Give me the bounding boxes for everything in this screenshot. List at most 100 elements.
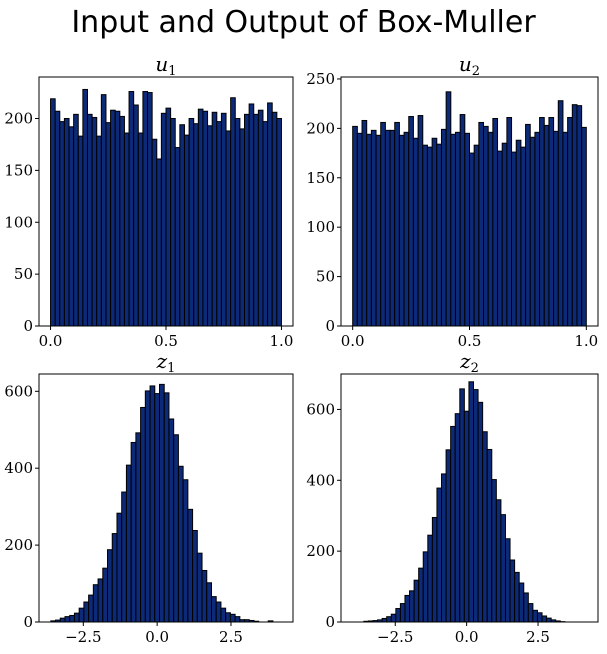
histogram-bar bbox=[193, 123, 199, 327]
histogram-bar bbox=[501, 142, 508, 327]
histogram-bar bbox=[412, 137, 419, 327]
histogram-bar bbox=[105, 122, 112, 327]
histogram-bar bbox=[431, 516, 438, 623]
histogram-bar bbox=[210, 596, 217, 623]
y-tick-label: 0 bbox=[325, 613, 335, 631]
histogram-bar bbox=[271, 111, 278, 327]
histogram-bar bbox=[520, 146, 527, 327]
histogram-bar bbox=[77, 135, 84, 327]
histogram-bar bbox=[201, 569, 208, 623]
histogram-bar bbox=[97, 578, 104, 623]
histogram-bar bbox=[515, 139, 522, 327]
histogram-bar bbox=[248, 103, 255, 327]
histogram-bar bbox=[536, 612, 543, 623]
histogram-bar bbox=[133, 104, 139, 327]
histogram-bar bbox=[478, 121, 485, 327]
y-tick-label: 600 bbox=[306, 400, 335, 418]
histogram-bar bbox=[473, 144, 480, 327]
histogram-bar bbox=[509, 559, 516, 623]
histogram-bar bbox=[463, 410, 470, 623]
y-tick-label: 600 bbox=[4, 382, 33, 400]
figure-title: Input and Output of Box-Muller bbox=[71, 5, 536, 40]
subplot-title: u1 bbox=[155, 52, 176, 79]
histogram-bar bbox=[206, 582, 212, 623]
histogram-bar bbox=[92, 584, 99, 623]
histogram-bar bbox=[418, 567, 424, 623]
histogram-bar bbox=[441, 473, 447, 623]
histogram-bar bbox=[220, 112, 227, 327]
x-tick-label: 0.0 bbox=[341, 332, 365, 350]
histogram-bar bbox=[128, 91, 135, 327]
subplot-title: z1 bbox=[156, 349, 176, 376]
histogram-bar bbox=[459, 114, 466, 327]
subplot-grid: 0.0 0.5 1.0 0 50 100 150 200 u1 0.0 0.5 1.0 0 50 100 15… bbox=[4, 52, 599, 646]
histogram-bar bbox=[506, 117, 513, 327]
y-tick-label: 400 bbox=[306, 471, 335, 489]
histogram-bar bbox=[267, 102, 273, 327]
histogram-bar bbox=[408, 116, 414, 327]
histogram-bar bbox=[165, 107, 172, 327]
x-tick-label: 1.0 bbox=[574, 332, 598, 350]
histogram-bar bbox=[215, 601, 222, 623]
histogram-bar bbox=[525, 123, 531, 327]
histogram-bar bbox=[491, 479, 497, 623]
histogram-bar bbox=[160, 112, 167, 327]
histogram-bar bbox=[511, 151, 517, 327]
histogram-bar bbox=[370, 129, 377, 327]
histogram-bar bbox=[188, 118, 195, 327]
histogram-bar bbox=[356, 132, 363, 327]
histogram-bar bbox=[63, 118, 70, 327]
x-tick-label: −2.5 bbox=[65, 628, 101, 646]
histogram-bar bbox=[262, 121, 269, 327]
histogram-bar bbox=[486, 448, 493, 623]
histogram-bar bbox=[422, 144, 428, 327]
y-tick-label: 200 bbox=[4, 536, 33, 554]
histogram-bar bbox=[59, 121, 65, 327]
histogram-bar bbox=[234, 616, 241, 623]
histogram-bar bbox=[68, 126, 75, 327]
histogram-bar bbox=[121, 491, 127, 623]
histogram-bar bbox=[541, 615, 548, 623]
histogram-bar bbox=[581, 126, 587, 327]
histogram-bar bbox=[179, 124, 185, 327]
histogram-bar bbox=[482, 431, 488, 623]
histogram-bar bbox=[149, 385, 156, 623]
x-tick-label: 1.0 bbox=[270, 332, 294, 350]
histogram-bar bbox=[398, 134, 405, 327]
histogram-bar bbox=[469, 152, 475, 327]
histogram-bar bbox=[431, 137, 438, 327]
histogram-bar bbox=[64, 616, 71, 623]
histogram-bar bbox=[114, 110, 121, 327]
histogram-bar bbox=[50, 98, 56, 327]
histogram-bar bbox=[527, 603, 534, 623]
histogram-bar bbox=[142, 91, 149, 327]
histogram-bar bbox=[436, 487, 443, 623]
histogram-bar bbox=[576, 105, 583, 327]
histogram-bar bbox=[144, 390, 151, 623]
x-tick-label: 2.5 bbox=[219, 628, 243, 646]
histogram-bar bbox=[394, 121, 400, 327]
histogram-bar bbox=[450, 425, 456, 623]
histogram-bar bbox=[216, 121, 222, 327]
histogram-bar bbox=[276, 118, 282, 327]
histogram-bar bbox=[366, 133, 372, 327]
histogram-bar bbox=[187, 508, 194, 623]
histogram-bar bbox=[386, 616, 392, 623]
histogram-bar bbox=[375, 134, 382, 327]
histogram-bar bbox=[532, 609, 538, 623]
histogram-bar bbox=[229, 613, 236, 623]
y-tick-label: 100 bbox=[306, 218, 335, 236]
y-tick-label: 0 bbox=[325, 317, 335, 335]
x-tick-label: 0.5 bbox=[458, 332, 482, 350]
histogram-bar bbox=[168, 418, 175, 623]
histogram-bar bbox=[130, 441, 137, 623]
histogram-bar bbox=[504, 538, 511, 623]
histogram-bar bbox=[197, 108, 204, 327]
histogram-bar bbox=[54, 110, 61, 327]
histogram-bar bbox=[403, 131, 410, 327]
histogram-bar bbox=[497, 150, 503, 327]
histogram-bar bbox=[119, 115, 125, 327]
histogram-bar bbox=[409, 590, 415, 623]
histogram-bar bbox=[404, 594, 411, 623]
subplot-1: 0.0 0.5 1.0 0 50 100 150 200 u1 bbox=[4, 52, 294, 350]
